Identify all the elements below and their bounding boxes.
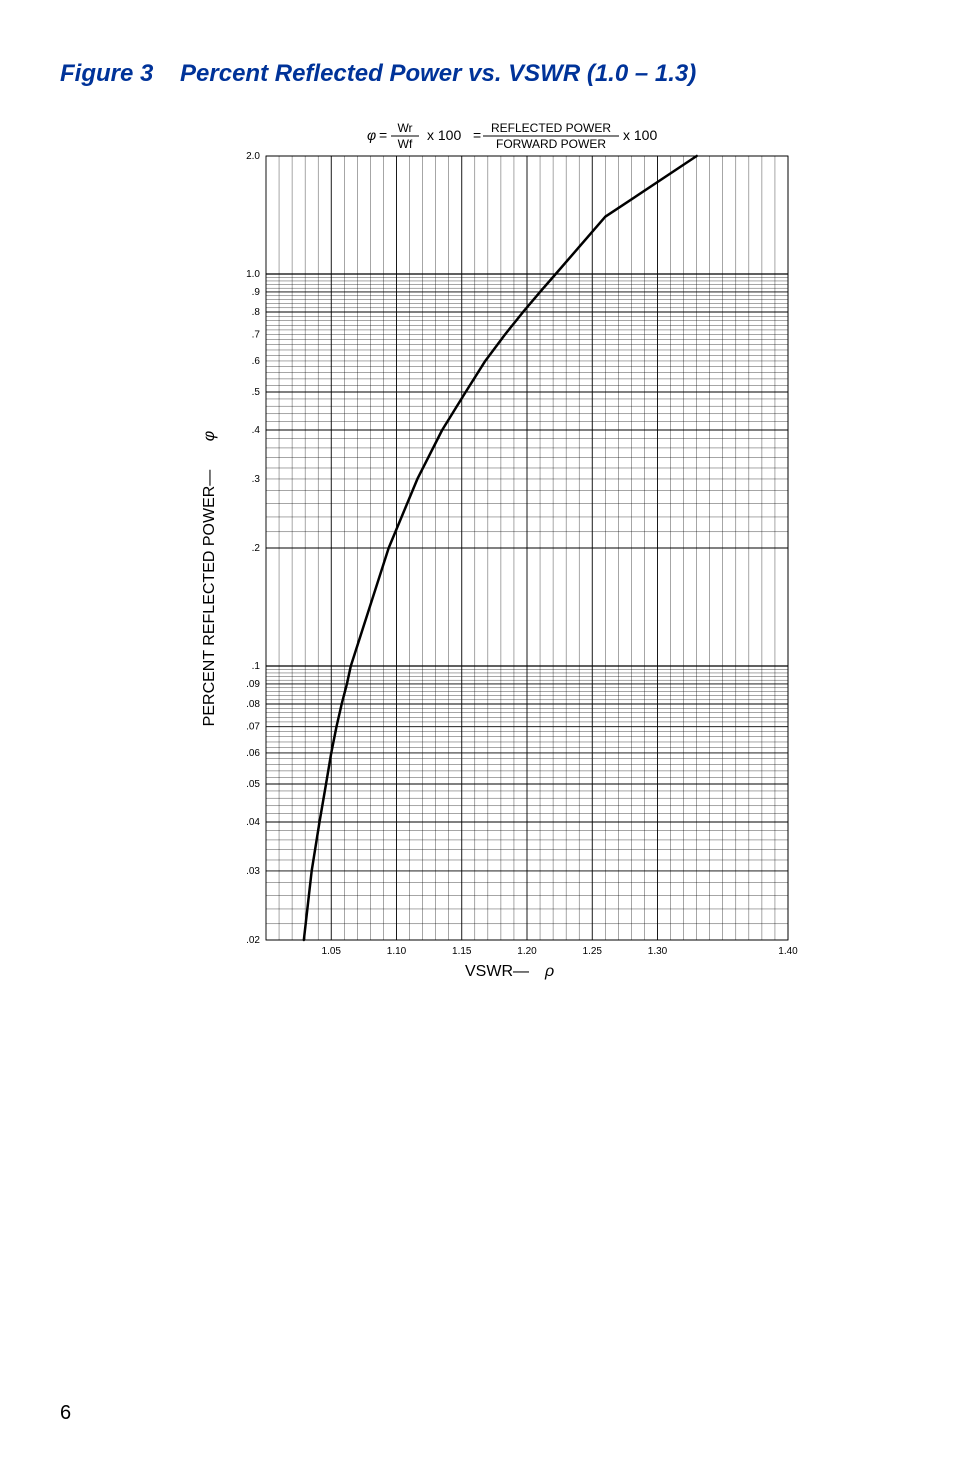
svg-text:Wf: Wf	[398, 137, 413, 151]
svg-text:.08: .08	[246, 699, 260, 710]
svg-text:.8: .8	[252, 307, 261, 318]
svg-text:.9: .9	[252, 287, 261, 298]
svg-text:.02: .02	[246, 935, 260, 946]
svg-text:VSWR—: VSWR—	[465, 963, 529, 980]
svg-text:x 100: x 100	[427, 127, 461, 143]
svg-text:.5: .5	[252, 387, 261, 398]
svg-text:.2: .2	[252, 543, 261, 554]
svg-text:.6: .6	[252, 356, 261, 367]
svg-text:ρ: ρ	[544, 963, 554, 980]
chart-svg: .02 .03 .04 .05 .06 .07 .08 .09 .1 .2 .3 .4 .5 .6 .7 .8…	[180, 110, 800, 1010]
svg-text:1.10: 1.10	[387, 946, 407, 957]
svg-text:REFLECTED POWER: REFLECTED POWER	[491, 121, 611, 135]
chart-container: .02 .03 .04 .05 .06 .07 .08 .09 .1 .2 .3 .4 .5 .6 .7 .8…	[180, 110, 800, 1010]
svg-text:1.20: 1.20	[517, 946, 537, 957]
svg-text:.04: .04	[246, 817, 260, 828]
svg-text:.07: .07	[246, 722, 260, 733]
svg-text:φ: φ	[367, 127, 376, 143]
figure-title: Figure 3 Percent Reflected Power vs. VSW…	[60, 60, 696, 88]
svg-text:.06: .06	[246, 748, 260, 759]
svg-text:.7: .7	[252, 330, 261, 341]
svg-text:.4: .4	[252, 425, 261, 436]
svg-text:1.0: 1.0	[246, 269, 260, 280]
svg-text:.05: .05	[246, 779, 260, 790]
svg-text:1.05: 1.05	[322, 946, 342, 957]
svg-text:=: =	[473, 127, 481, 143]
svg-text:1.30: 1.30	[648, 946, 668, 957]
svg-text:.1: .1	[252, 661, 261, 672]
svg-text:FORWARD POWER: FORWARD POWER	[496, 137, 606, 151]
svg-text:.3: .3	[252, 474, 261, 485]
svg-text:=: =	[379, 127, 387, 143]
page-number: 6	[60, 1402, 71, 1425]
svg-text:.09: .09	[246, 679, 260, 690]
svg-text:1.40: 1.40	[778, 946, 798, 957]
svg-text:1.15: 1.15	[452, 946, 472, 957]
svg-text:1.25: 1.25	[583, 946, 603, 957]
svg-text:PERCENT REFLECTED POWER—: PERCENT REFLECTED POWER—	[201, 470, 218, 727]
svg-text:2.0: 2.0	[246, 151, 260, 162]
svg-text:Wr: Wr	[397, 121, 412, 135]
page: Figure 3 Percent Reflected Power vs. VSW…	[0, 0, 954, 1475]
svg-text:x 100: x 100	[623, 127, 657, 143]
svg-text:φ: φ	[201, 431, 218, 441]
svg-text:.03: .03	[246, 866, 260, 877]
